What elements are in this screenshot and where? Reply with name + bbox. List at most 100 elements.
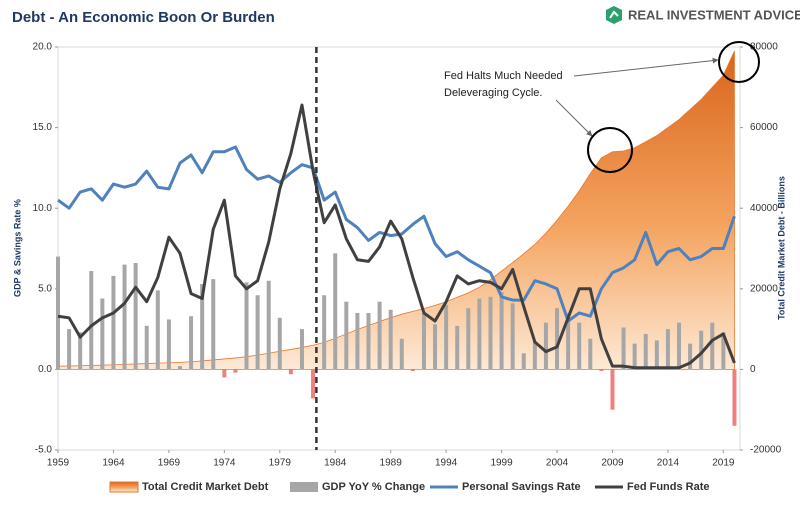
gdp-bar — [189, 316, 194, 370]
gdp-bar — [133, 263, 138, 370]
brand: REAL INVESTMENT ADVICE — [628, 7, 800, 22]
gdp-bar — [166, 319, 171, 370]
y2-tick-label: -20000 — [750, 445, 782, 456]
gdp-bar — [288, 369, 293, 375]
gdp-bar — [455, 325, 460, 370]
x-tick-label: 2014 — [657, 458, 680, 469]
gdp-bar — [111, 275, 116, 370]
gdp-bar — [721, 332, 726, 370]
gdp-bar — [233, 369, 238, 373]
debt-area — [57, 50, 735, 370]
x-tick-label: 1984 — [324, 458, 347, 469]
gdp-bar — [211, 279, 216, 370]
chart-title: Debt - An Economic Boon Or Burden — [12, 9, 275, 26]
gdp-bar — [466, 308, 471, 370]
y2-tick-label: 80000 — [750, 42, 778, 53]
x-tick-label: 1974 — [213, 458, 236, 469]
y2-tick-label: 60000 — [750, 122, 778, 133]
gdp-bar — [89, 271, 94, 370]
gdp-bar — [222, 369, 227, 378]
x-tick-label: 1994 — [435, 458, 458, 469]
gdp-bar — [67, 329, 72, 370]
x-tick-label: 1959 — [47, 458, 70, 469]
gdp-bar — [488, 296, 493, 370]
y2-tick-label: 20000 — [750, 283, 778, 294]
gdp-bar — [599, 369, 604, 372]
gdp-bar — [277, 317, 282, 370]
gdp-bar — [56, 256, 60, 370]
gdp-bar — [311, 369, 316, 399]
legend-swatch — [109, 481, 139, 493]
y-tick-label: 15.0 — [33, 122, 53, 133]
gdp-bar — [333, 253, 338, 370]
gdp-bar — [710, 322, 715, 370]
gdp-bar — [322, 295, 327, 370]
gdp-bar — [688, 343, 693, 370]
gdp-bar — [677, 322, 682, 370]
gdp-bar — [521, 353, 526, 370]
gdp-bar — [621, 327, 626, 370]
legend-label: GDP YoY % Change — [322, 481, 425, 493]
gdp-bar — [510, 303, 515, 370]
gdp-bar — [643, 333, 648, 370]
gdp-bar — [266, 280, 271, 370]
x-tick-label: 1964 — [102, 458, 125, 469]
gdp-bar — [100, 298, 105, 370]
x-tick-label: 1979 — [269, 458, 292, 469]
gdp-bar — [654, 340, 659, 370]
gdp-bar — [200, 283, 205, 370]
gdp-bar — [532, 341, 537, 370]
gdp-bar — [399, 338, 404, 370]
gdp-bar — [244, 282, 249, 370]
x-tick-label: 1989 — [380, 458, 403, 469]
gdp-bar — [699, 330, 704, 370]
logo — [606, 6, 622, 24]
gdp-bar — [477, 298, 482, 370]
gdp-bar — [566, 312, 571, 370]
gdp-bar — [299, 329, 304, 370]
y-tick-label: 20.0 — [33, 42, 53, 53]
y-tick-label: 5.0 — [38, 283, 52, 294]
legend-swatch — [290, 482, 318, 492]
gdp-bar — [122, 264, 127, 370]
gdp-bar — [433, 324, 438, 370]
y2-tick-label: 0 — [750, 364, 756, 375]
annotation: Deleveraging Cycle. — [444, 87, 542, 99]
legend-label: Total Credit Market Debt — [142, 481, 269, 493]
gdp-bar — [366, 312, 371, 370]
gdp-bar — [377, 301, 382, 370]
gdp-bar — [355, 312, 360, 370]
y-tick-label: 10.0 — [33, 203, 53, 214]
gdp-bar — [144, 325, 149, 370]
y-tick-label: -5.0 — [35, 445, 53, 456]
gdp-bar — [421, 312, 426, 370]
gdp-bar — [610, 369, 615, 410]
gdp-bar — [732, 369, 737, 426]
gdp-bar — [543, 322, 548, 370]
gdp-bar — [255, 295, 260, 370]
gdp-bar — [555, 308, 560, 370]
gdp-bar — [177, 366, 182, 370]
gdp-bar — [632, 343, 637, 370]
gdp-bar — [499, 292, 504, 370]
gdp-bar — [410, 369, 415, 372]
x-tick-label: 2019 — [712, 458, 735, 469]
gdp-bar — [444, 304, 449, 370]
annotation: Fed Halts Much Needed — [444, 70, 563, 82]
y2-tick-label: 40000 — [750, 203, 778, 214]
x-tick-label: 1999 — [490, 458, 513, 469]
legend-label: Fed Funds Rate — [627, 481, 710, 493]
y2-axis-label: Total Credit Market Debt - Billions — [776, 176, 786, 320]
gdp-bar — [155, 290, 160, 370]
gdp-bar — [344, 301, 349, 370]
gdp-bar — [588, 338, 593, 370]
gdp-bar — [665, 329, 670, 370]
y-tick-label: 0.0 — [38, 364, 52, 375]
gdp-bar — [388, 309, 393, 370]
x-tick-label: 2004 — [546, 458, 569, 469]
x-tick-label: 2009 — [601, 458, 624, 469]
annotation-shapes — [555, 41, 760, 173]
line-series — [57, 103, 736, 370]
line-series — [57, 145, 736, 323]
